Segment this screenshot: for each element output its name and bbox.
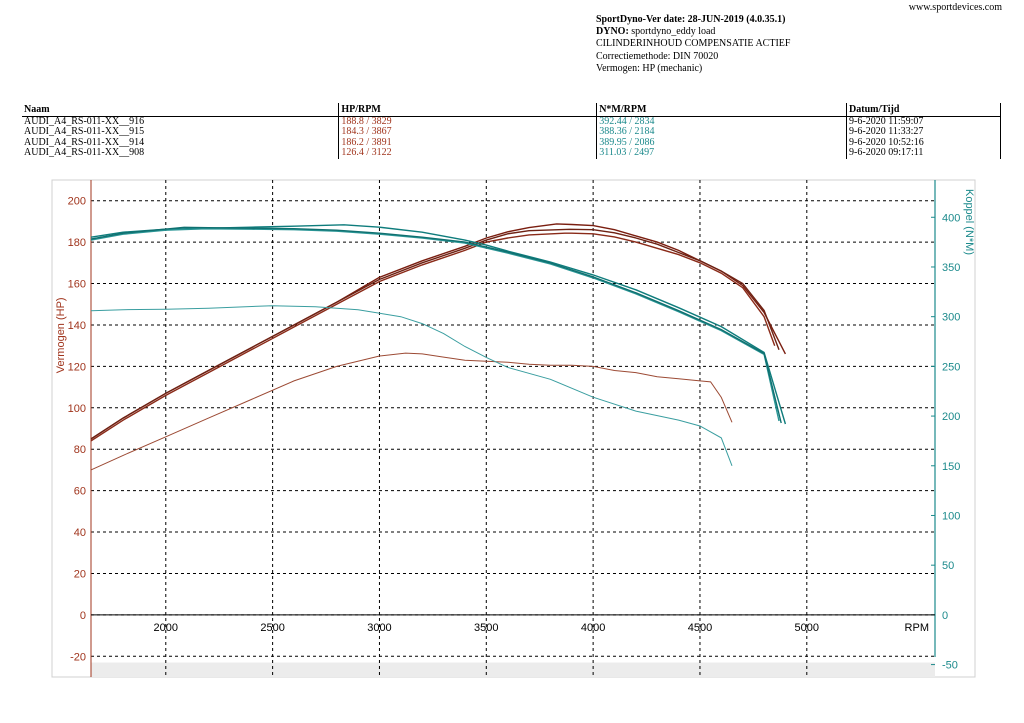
col-header-nm: N*M/RPM — [596, 103, 847, 117]
y1-tick-label: 40 — [74, 527, 86, 539]
run-name: AUDI_A4_RS-011-XX__916 — [24, 116, 145, 127]
y1-tick-label: -20 — [70, 651, 86, 663]
correction-method: Correctiemethode: DIN 70020 — [596, 50, 719, 62]
y2-tick-label: 250 — [942, 361, 960, 373]
x-tick-label: 4500 — [688, 622, 712, 634]
x-tick-label: 3000 — [367, 622, 391, 634]
compensation-line: CILINDERINHOUD COMPENSATIE ACTIEF — [596, 38, 791, 50]
plot-bottom-band — [91, 662, 935, 677]
y1-tick-label: 0 — [80, 610, 86, 622]
y2-tick-label: 400 — [942, 212, 960, 224]
run-peak-hp: 188.8 / 3829 — [338, 116, 597, 128]
power-curve-2 — [90, 232, 776, 442]
table-row: AUDI_A4_RS-011-XX__916 188.8 / 3829 392.… — [22, 116, 1001, 128]
x-axis-label: RPM — [905, 622, 929, 634]
x-tick-label: 3500 — [474, 622, 498, 634]
y2-tick-label: -50 — [942, 660, 958, 672]
run-name: AUDI_A4_RS-011-XX__915 — [24, 126, 145, 138]
run-name: AUDI_A4_RS-011-XX__914 — [24, 136, 145, 148]
run-peak-hp: 126.4 / 3122 — [338, 147, 597, 159]
software-version: SportDyno-Ver date: 28-JUN-2019 (4.0.35.… — [596, 14, 786, 25]
y2-tick-label: 300 — [942, 312, 960, 324]
table-row: AUDI_A4_RS-011-XX__914 186.2 / 3891 389.… — [22, 136, 1001, 149]
run-peak-nm: 392.44 / 2834 — [596, 116, 847, 128]
run-datetime: 9-6-2020 09:17:11 — [846, 147, 1001, 159]
y2-tick-label: 200 — [942, 411, 960, 423]
dyno-label: DYNO: — [596, 26, 629, 38]
y1-axis-label: Vermogen (HP) — [55, 297, 67, 373]
dyno-header: SportDyno-Ver date: 28-JUN-2019 (4.0.35.… — [596, 14, 790, 75]
torque-curve-3 — [90, 226, 782, 424]
run-peak-nm: 311.03 / 2497 — [596, 147, 847, 159]
runs-table: Naam HP/RPM N*M/RPM Datum/Tijd AUDI_A4_R… — [22, 103, 1001, 159]
dyno-line: DYNO: sportdyno_eddy load — [596, 26, 790, 38]
x-tick-label: 2500 — [260, 622, 284, 634]
y1-tick-label: 160 — [68, 279, 86, 291]
run-datetime: 9-6-2020 10:52:16 — [846, 137, 1001, 149]
run-datetime: 9-6-2020 11:59:07 — [846, 116, 1001, 128]
col-header-hp: HP/RPM — [338, 103, 597, 117]
torque-curve-4 — [90, 305, 733, 466]
y2-tick-label: 50 — [942, 560, 954, 572]
y1-tick-label: 80 — [74, 444, 86, 456]
torque-curve-2 — [90, 228, 780, 422]
table-row: AUDI_A4_RS-011-XX__908 126.4 / 3122 311.… — [22, 147, 1001, 159]
x-tick-label: 2000 — [154, 622, 178, 634]
y1-tick-label: 20 — [74, 568, 86, 580]
power-curve-3 — [90, 228, 780, 440]
y1-tick-label: 200 — [68, 196, 86, 208]
y2-tick-label: 150 — [942, 461, 960, 473]
x-tick-label: 4000 — [581, 622, 605, 634]
dyno-value: sportdyno_eddy load — [631, 26, 716, 38]
run-peak-hp: 186.2 / 3891 — [338, 137, 597, 149]
y1-tick-label: 120 — [68, 361, 86, 373]
y2-tick-label: 100 — [942, 510, 960, 522]
y2-tick-label: 350 — [942, 262, 960, 274]
power-unit: Vermogen: HP (mechanic) — [596, 62, 703, 74]
run-datetime: 9-6-2020 11:33:27 — [846, 126, 1001, 138]
y1-tick-label: 140 — [68, 320, 86, 332]
y1-tick-label: 60 — [74, 486, 86, 498]
y1-tick-label: 180 — [68, 237, 86, 249]
col-header-name: Naam — [22, 103, 339, 117]
y1-tick-label: 100 — [68, 403, 86, 415]
run-peak-hp: 184.3 / 3867 — [338, 126, 597, 138]
table-header-row: Naam HP/RPM N*M/RPM Datum/Tijd — [22, 103, 1001, 117]
run-peak-nm: 389.95 / 2086 — [596, 137, 847, 149]
website-link[interactable]: www.sportdevices.com — [908, 2, 1002, 13]
x-tick-label: 5000 — [795, 622, 819, 634]
run-name: AUDI_A4_RS-011-XX__908 — [24, 147, 145, 159]
table-row: AUDI_A4_RS-011-XX__915 184.3 / 3867 388.… — [22, 126, 1001, 138]
col-header-date: Datum/Tijd — [846, 103, 1001, 117]
run-peak-nm: 388.36 / 2184 — [596, 126, 847, 138]
y2-axis-label: Koppel (N*M) — [963, 189, 975, 255]
power-curve-4 — [90, 352, 733, 471]
y2-tick-label: 0 — [942, 610, 948, 622]
